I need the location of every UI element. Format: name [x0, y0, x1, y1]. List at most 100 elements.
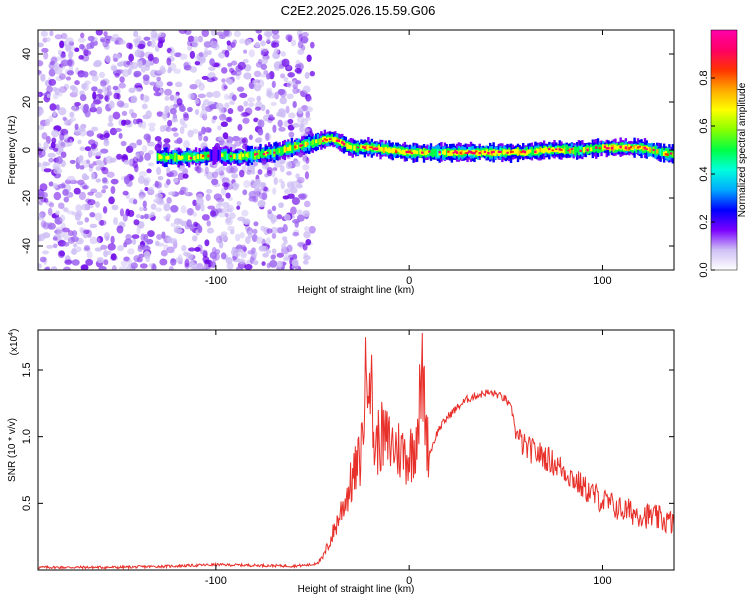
spectrogram-ridge-cell: [558, 148, 561, 154]
spectrogram-noise-blob: [150, 203, 157, 210]
spectrogram-noise-blob: [38, 199, 43, 206]
spectrogram-noise-blob: [58, 73, 66, 80]
spectrogram-ridge-cell: [283, 146, 287, 153]
spectrogram-noise-blob: [84, 217, 90, 223]
spectrogram-noise-blob: [232, 39, 237, 45]
spectrogram-noise-blob: [263, 227, 270, 236]
spectrogram-noise-blob: [48, 78, 57, 86]
spectrogram-ridge-cell: [499, 150, 502, 154]
spectrogram-ridge-cell: [475, 150, 478, 153]
spectrogram-noise-blob: [103, 139, 110, 147]
spectrogram-noise-blob: [292, 253, 298, 261]
spectrogram-ridge-cell: [548, 148, 551, 154]
spectrogram-noise-blob: [71, 86, 79, 95]
spectrogram-noise-blob: [154, 136, 162, 142]
spectrogram-noise-blob: [279, 89, 287, 98]
spectrogram-ridge-cell: [414, 150, 417, 154]
spectrogram-noise-blob: [157, 140, 163, 149]
spectrogram-noise-blob: [235, 266, 244, 270]
spectrogram-ridge-cell: [309, 140, 313, 147]
spectrogram-ridge-cell: [532, 148, 535, 156]
spectrogram-ridge-cell: [466, 149, 469, 154]
spectrogram-noise-blob: [217, 201, 223, 206]
spectrogram-noise-blob: [291, 259, 299, 267]
spectrogram-noise-blob: [104, 132, 110, 138]
spectrogram-ridge-cell: [513, 149, 516, 154]
spectrogram-ridge-cell: [325, 138, 328, 142]
spectrogram-ridge-cell: [365, 145, 368, 150]
spectrogram-ridge-cell: [332, 137, 335, 143]
spectrogram-noise-blob: [44, 118, 51, 126]
spectrogram-noise-blob: [112, 111, 121, 120]
spectrogram-noise-blob: [95, 151, 102, 156]
spectrogram-ridge-cell: [250, 151, 254, 159]
spectrogram-noise-blob: [143, 133, 151, 141]
spectrogram-noise-blob: [259, 73, 268, 78]
spectrogram-noise-blob: [92, 61, 101, 68]
spectrogram-ridge-cell: [483, 150, 487, 153]
spectrogram-noise-blob: [280, 180, 286, 190]
spectrogram-noise-blob: [137, 175, 145, 184]
spectrogram-ridge-cell: [196, 154, 200, 159]
spectrogram-ridge-cell: [464, 150, 468, 154]
spectrogram-ridge-cell: [214, 145, 217, 165]
spectrogram-ridge-cell: [476, 150, 480, 156]
spectrogram-ridge-cell: [306, 142, 309, 146]
spectrogram-noise-blob: [142, 145, 148, 153]
spectrogram-noise-blob: [100, 80, 107, 87]
spectrogram-noise-blob: [135, 152, 140, 159]
spectrogram-noise-blob: [295, 179, 303, 185]
spectrogram-ridge-cell: [544, 147, 548, 152]
spectrogram-noise-blob: [259, 182, 267, 188]
spectrogram-noise-blob: [137, 43, 146, 49]
spectrogram-noise-blob: [79, 94, 87, 102]
spectrogram-noise-blob: [238, 169, 245, 178]
spectrogram-noise-blob: [239, 232, 245, 239]
spectrogram-ridge-cell: [400, 150, 403, 154]
spectrogram-noise-blob: [220, 121, 228, 128]
spectrogram-noise-blob: [49, 103, 57, 111]
spectrogram-noise-blob: [299, 123, 305, 128]
spectrogram-noise-blob: [276, 260, 283, 268]
spectrogram-noise-blob: [227, 78, 233, 85]
spectrogram-ridge-cell: [657, 148, 661, 155]
spectrogram-noise-blob: [38, 42, 44, 48]
spectrogram-noise-blob: [271, 169, 276, 178]
spectrogram-noise-blob: [102, 40, 109, 48]
spectrogram-ridge-cell: [556, 147, 560, 152]
spectrogram-ridge-cell: [335, 140, 339, 142]
spectrogram-noise-blob: [87, 199, 96, 206]
spectrogram-noise-blob: [173, 218, 182, 225]
spectrogram-noise-blob: [225, 192, 231, 199]
spectrogram-ridge-cell: [341, 141, 344, 144]
spectrogram-noise-blob: [54, 66, 63, 75]
colorbar-label: Normalized spectral amplitude: [737, 82, 748, 217]
spectrogram-noise-blob: [192, 128, 199, 135]
spectrogram-noise-blob: [71, 230, 78, 237]
spectrogram-ridge-cell: [471, 151, 474, 155]
spectrogram-noise-blob: [50, 266, 58, 270]
spectrogram-ridge-cell: [311, 139, 314, 145]
spectrogram-ridge-cell: [469, 150, 473, 154]
spectrogram-noise-blob: [184, 258, 190, 268]
spectrogram-noise-blob: [38, 70, 42, 75]
spectrogram-ridge-cell: [534, 150, 537, 154]
spectrogram-noise-blob: [135, 213, 141, 219]
spectrogram-noise-blob: [233, 30, 241, 38]
spectrogram-noise-blob: [77, 179, 85, 186]
spectrogram-noise-blob: [118, 132, 123, 139]
spectrogram-noise-blob: [175, 81, 183, 88]
spectrogram-noise-blob: [237, 105, 244, 112]
spectrogram-noise-blob: [45, 37, 51, 43]
spectrogram-noise-blob: [170, 258, 177, 266]
spectrogram-noise-blob: [107, 250, 112, 256]
spectrogram-noise-blob: [256, 137, 263, 143]
spectrogram-ridge-cell: [509, 150, 513, 154]
spectrogram-ridge-cell: [264, 150, 267, 156]
spectrogram-noise-blob: [179, 126, 185, 135]
spectrogram-noise-blob: [278, 202, 284, 209]
spectrogram-noise-blob: [154, 192, 163, 200]
spectrogram-noise-blob: [166, 246, 175, 254]
spectrogram-noise-blob: [197, 35, 204, 43]
spectrogram-ridge-cell: [401, 149, 405, 155]
